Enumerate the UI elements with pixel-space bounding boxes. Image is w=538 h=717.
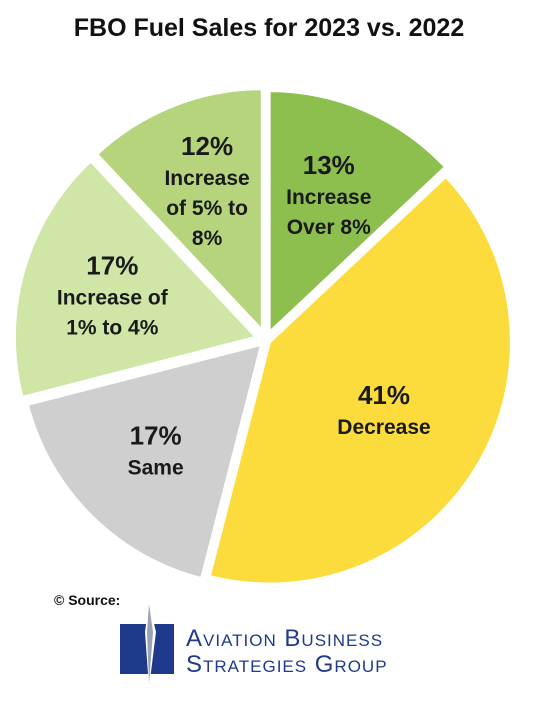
slice-label: 13% Increase Over 8% bbox=[286, 150, 371, 239]
logo-text-line2-value: Strategies Group bbox=[186, 651, 388, 678]
slice-category-label: Increase bbox=[286, 186, 371, 209]
slice-category-label: Increase bbox=[164, 167, 249, 190]
slice-percent-label: 41% bbox=[358, 380, 410, 410]
chart-title: FBO Fuel Sales for 2023 vs. 2022 bbox=[73, 14, 465, 42]
slice-category-label: of 5% to bbox=[166, 197, 248, 220]
source-label: © Source: bbox=[54, 592, 121, 608]
slice-percent-label: 17% bbox=[86, 250, 138, 280]
slice-label: 17% Same bbox=[128, 420, 184, 479]
pie-slice bbox=[94, 87, 264, 335]
pie-slice bbox=[12, 158, 260, 400]
slice-category-label: Same bbox=[128, 456, 184, 479]
slice-category-label: Over 8% bbox=[287, 216, 371, 239]
slice-percent-label: 13% bbox=[303, 150, 355, 180]
slice-percent-label: 12% bbox=[181, 131, 233, 161]
slice-category-label: 8% bbox=[192, 227, 223, 250]
slice-label: 17% Increase of 1% to 4% bbox=[57, 250, 169, 339]
slice-category-label: 1% to 4% bbox=[66, 316, 159, 339]
slice-percent-label: 17% bbox=[130, 420, 182, 450]
aviation-business-strategies-logo-icon bbox=[120, 602, 174, 688]
pie-slice bbox=[25, 342, 264, 581]
logo-text-line2: Strategies Group bbox=[186, 651, 388, 679]
slice-category-label: Increase of bbox=[57, 286, 169, 309]
slice-label: 41% Decrease bbox=[337, 380, 430, 439]
logo-text-line1: Aviation Business bbox=[186, 625, 383, 653]
slice-label: 12% Increase of 5% to 8% bbox=[164, 131, 249, 250]
logo-text-line1-value: Aviation Business bbox=[186, 625, 384, 652]
pie-slice bbox=[267, 89, 448, 337]
pie-slice bbox=[207, 174, 513, 586]
slice-category-label: Decrease bbox=[337, 416, 430, 439]
